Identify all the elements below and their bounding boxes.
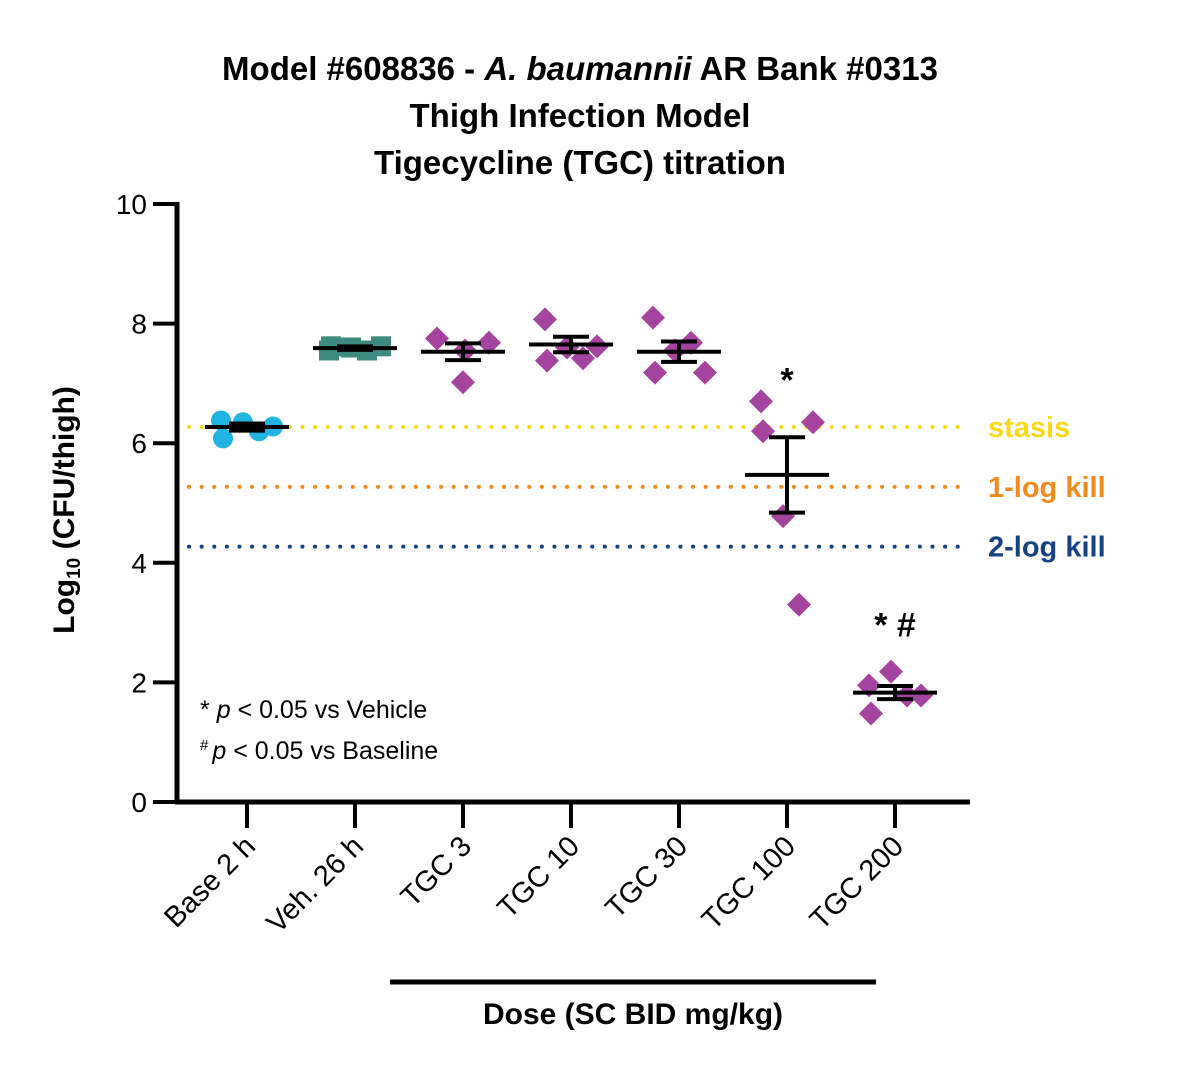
y-label-subscript: 10 bbox=[64, 557, 85, 579]
data-point-2-3 bbox=[477, 330, 501, 355]
note-baseline-p: p bbox=[212, 737, 227, 765]
title-species: A. baumannii bbox=[484, 50, 692, 87]
x-tick-label-1: Veh. 26 h bbox=[261, 830, 370, 939]
note-vehicle-p: p bbox=[216, 696, 231, 724]
note-vehicle: * p < 0.05 vs Vehicle bbox=[200, 696, 427, 725]
y-tick-label-4: 8 bbox=[131, 309, 147, 340]
y-axis-label: Log10 (CFU/thigh) bbox=[48, 386, 86, 634]
data-point-2-1 bbox=[451, 370, 475, 395]
note-baseline-symbol: # bbox=[200, 737, 209, 754]
chart-title-line-3: Tigecycline (TGC) titration bbox=[374, 144, 786, 181]
y-tick-label-0: 0 bbox=[131, 787, 147, 818]
title-prefix: Model #608836 - bbox=[222, 50, 485, 87]
data-point-3-1 bbox=[535, 348, 559, 373]
title-suffix: AR Bank #0313 bbox=[691, 50, 938, 87]
x-tick-label-0: Base 2 h bbox=[158, 830, 262, 934]
y-tick-label-1: 2 bbox=[131, 667, 147, 698]
data-point-2-0 bbox=[425, 326, 449, 351]
chart-title-line-1: Model #608836 - A. baumannii AR Bank #03… bbox=[0, 50, 1160, 88]
reference-label-0: stasis bbox=[988, 412, 1070, 444]
data-point-3-0 bbox=[533, 307, 557, 332]
data-point-0-1 bbox=[213, 428, 233, 449]
note-vehicle-text: < 0.05 vs Vehicle bbox=[230, 696, 428, 724]
data-point-6-3 bbox=[895, 683, 919, 708]
data-point-6-1 bbox=[859, 701, 883, 726]
data-point-6-2 bbox=[879, 659, 903, 684]
y-tick-label-5: 10 bbox=[116, 189, 147, 220]
data-point-5-4 bbox=[801, 410, 825, 435]
chart-title-line-2: Thigh Infection Model bbox=[409, 97, 751, 134]
data-point-6-4 bbox=[909, 683, 933, 708]
x-axis-label: Dose (SC BID mg/kg) bbox=[482, 998, 784, 1031]
note-vehicle-symbol: * bbox=[200, 696, 210, 724]
note-baseline-text: < 0.05 vs Baseline bbox=[226, 737, 439, 765]
x-tick-label-5: TGC 100 bbox=[696, 830, 802, 936]
x-tick-label-3: TGC 10 bbox=[492, 830, 586, 924]
significance-label-0: * bbox=[780, 361, 794, 399]
data-point-4-0 bbox=[641, 305, 665, 330]
x-tick-label-4: TGC 30 bbox=[600, 830, 694, 924]
x-tick-label-2: TGC 3 bbox=[395, 830, 478, 913]
data-point-5-1 bbox=[751, 419, 775, 444]
y-label-log: Log bbox=[48, 578, 81, 634]
data-point-4-4 bbox=[693, 360, 717, 385]
y-label-units: (CFU/thigh) bbox=[48, 386, 81, 558]
reference-label-1: 1-log kill bbox=[988, 472, 1106, 504]
y-tick-label-3: 6 bbox=[131, 428, 147, 459]
significance-label-1: * # bbox=[874, 607, 916, 645]
note-baseline: # p < 0.05 vs Baseline bbox=[200, 737, 438, 766]
data-point-5-2 bbox=[771, 504, 795, 529]
data-point-5-3 bbox=[787, 592, 811, 617]
data-point-5-0 bbox=[749, 389, 773, 414]
data-point-4-1 bbox=[643, 360, 667, 385]
y-tick-label-2: 4 bbox=[131, 548, 147, 579]
x-tick-label-6: TGC 200 bbox=[804, 830, 910, 936]
reference-label-2: 2-log kill bbox=[988, 532, 1106, 564]
